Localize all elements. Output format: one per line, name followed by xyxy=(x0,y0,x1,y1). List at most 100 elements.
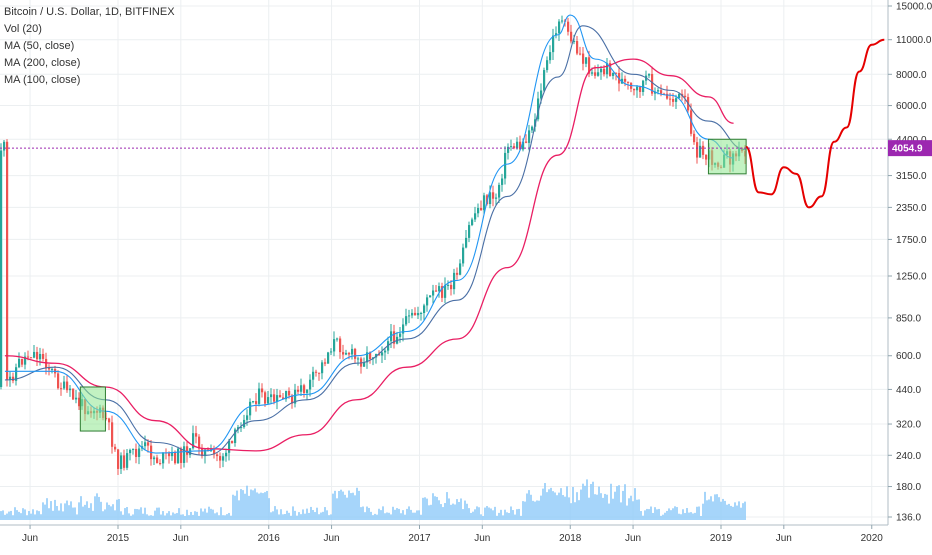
candle-body xyxy=(474,213,477,220)
volume-bar xyxy=(562,495,564,520)
volume-bar xyxy=(134,508,136,520)
volume-bar xyxy=(62,511,64,520)
volume-bar xyxy=(636,499,638,520)
volume-bar xyxy=(548,489,550,520)
candle-body xyxy=(651,73,654,94)
volume-bar xyxy=(456,499,458,520)
volume-bar xyxy=(466,503,468,520)
volume-bar xyxy=(158,507,160,520)
candle-body xyxy=(393,331,396,344)
volume-bar xyxy=(656,509,658,520)
volume-bar xyxy=(322,511,324,520)
volume-bar xyxy=(556,495,558,520)
volume-bar xyxy=(306,508,308,520)
candle-body xyxy=(342,352,345,355)
volume-bar xyxy=(324,507,326,520)
volume-bar xyxy=(484,507,486,520)
volume-bar xyxy=(736,505,738,520)
volume-bar xyxy=(584,485,586,520)
x-tick-label: Jun xyxy=(474,533,490,544)
volume-bar xyxy=(550,487,552,520)
volume-bar xyxy=(242,490,244,520)
volume-bar xyxy=(272,511,274,520)
volume-bar xyxy=(612,498,614,520)
candle-body xyxy=(567,21,570,32)
candle-body xyxy=(609,63,612,76)
volume-bar xyxy=(266,490,268,520)
volume-bar xyxy=(386,512,388,520)
volume-bar xyxy=(724,500,726,520)
candle-body xyxy=(378,354,381,356)
volume-bar xyxy=(396,508,398,520)
volume-bar xyxy=(454,504,456,520)
candle-body xyxy=(477,207,480,214)
volume-bar xyxy=(698,506,700,520)
candle-body xyxy=(657,90,660,92)
volume-bar xyxy=(628,498,630,520)
volume-bar xyxy=(174,513,176,520)
volume-bar xyxy=(520,515,522,520)
candle-body xyxy=(588,57,591,74)
volume-bar xyxy=(540,495,542,520)
volume-bar xyxy=(144,507,146,520)
volume-bar xyxy=(224,515,226,520)
volume-bar xyxy=(664,512,666,520)
volume-bar xyxy=(168,511,170,520)
volume-bar xyxy=(570,503,572,520)
candle-body xyxy=(528,130,531,143)
volume-bar xyxy=(422,497,424,520)
candle-body xyxy=(309,379,312,390)
candle-body xyxy=(594,72,597,76)
volume-bar xyxy=(502,515,504,520)
volume-bar xyxy=(84,504,86,520)
volume-bar xyxy=(672,508,674,520)
volume-bar xyxy=(696,506,698,520)
volume-bar xyxy=(486,506,488,520)
candle-body xyxy=(60,388,63,390)
candle-body xyxy=(240,427,243,429)
candle-body xyxy=(171,451,174,457)
candle-body xyxy=(684,95,687,98)
candle-body xyxy=(381,352,384,356)
volume-bar xyxy=(382,506,384,520)
volume-bar xyxy=(414,512,416,520)
volume-bar xyxy=(588,497,590,520)
candle-body xyxy=(516,141,519,149)
volume-bar xyxy=(494,506,496,520)
volume-bar xyxy=(512,510,514,520)
volume-bar xyxy=(674,506,676,520)
volume-bar xyxy=(246,485,248,520)
candle-body xyxy=(384,350,387,353)
candle-body xyxy=(660,90,663,94)
candle-body xyxy=(513,146,516,149)
candle-body xyxy=(510,146,513,148)
candle-body xyxy=(225,452,228,457)
candle-body xyxy=(693,133,696,143)
candle-body xyxy=(15,367,18,381)
volume-bar xyxy=(670,510,672,520)
candle-body xyxy=(249,401,252,416)
volume-bar xyxy=(72,507,74,520)
candle-body xyxy=(492,192,495,199)
volume-bar xyxy=(110,506,112,520)
candle-body xyxy=(702,145,705,155)
y-tick-label: 850.0 xyxy=(896,313,921,324)
volume-bar xyxy=(660,515,662,520)
volume-bar xyxy=(182,514,184,520)
volume-bar xyxy=(544,483,546,520)
candle-body xyxy=(255,401,258,404)
candle-body xyxy=(264,392,267,404)
volume-bar xyxy=(404,514,406,520)
volume-bar xyxy=(610,483,612,520)
candle-body xyxy=(654,91,657,94)
volume-bar xyxy=(130,515,132,520)
candle-body xyxy=(666,93,669,99)
volume-bar xyxy=(438,500,440,520)
candle-body xyxy=(6,141,9,381)
volume-bar xyxy=(658,508,660,520)
candle-body xyxy=(405,316,408,325)
volume-bar xyxy=(274,506,276,520)
volume-bar xyxy=(604,493,606,520)
volume-bar xyxy=(416,510,418,520)
volume-bar xyxy=(576,492,578,520)
